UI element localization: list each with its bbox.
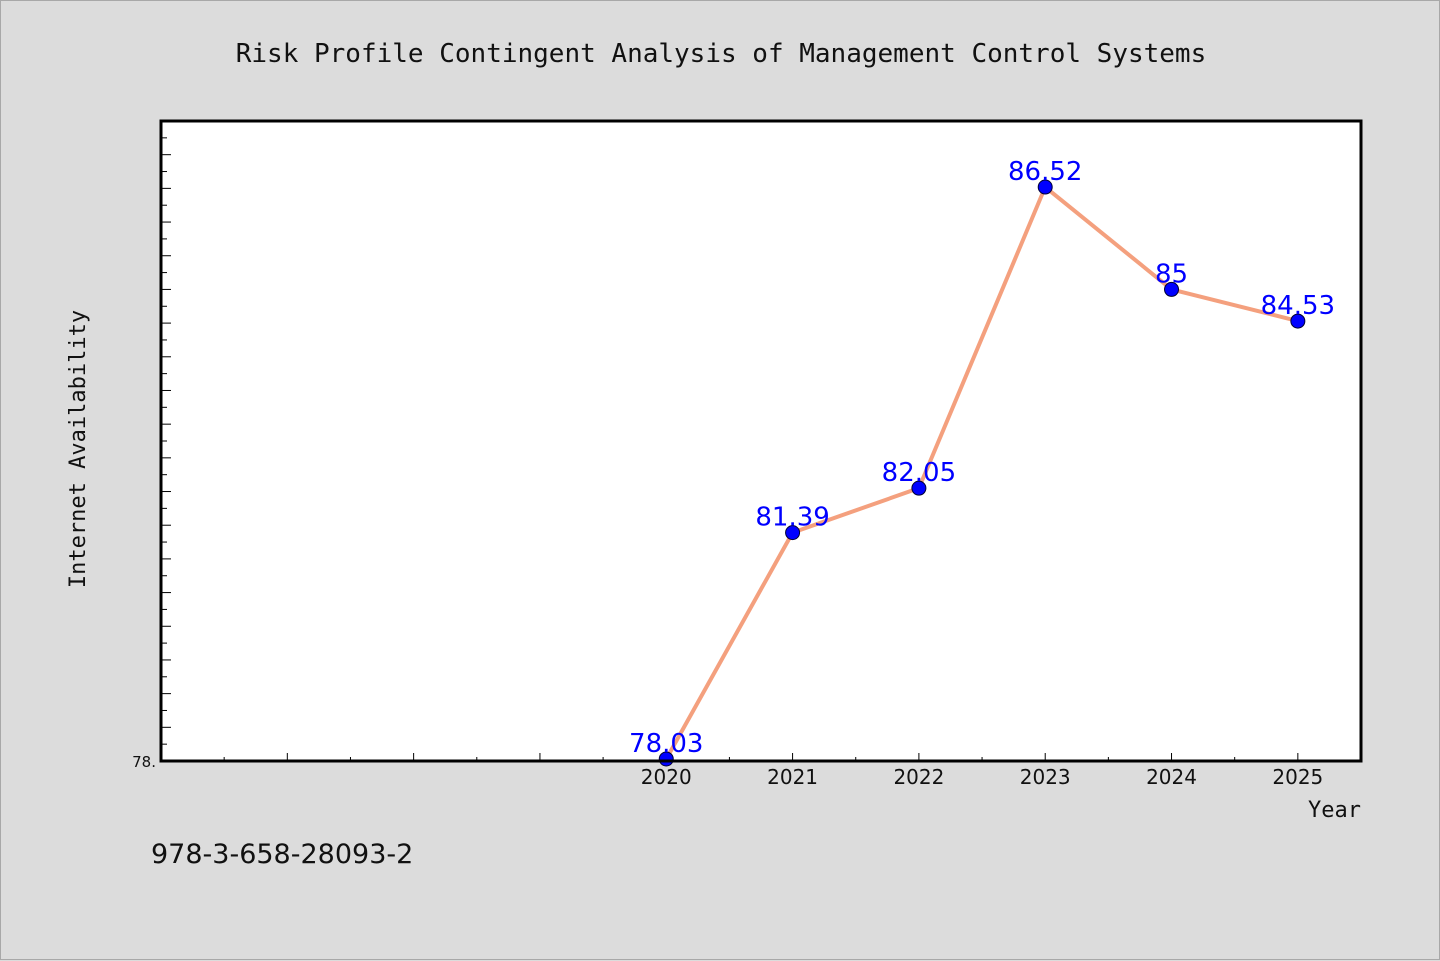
series-line xyxy=(664,185,1300,761)
y-axis-title: Internet Availability xyxy=(66,310,91,588)
data-label: 85 xyxy=(1155,259,1188,289)
y-minor-ticks xyxy=(161,137,171,745)
data-point-marker xyxy=(1037,179,1053,195)
data-point-marker xyxy=(1290,313,1306,329)
isbn-footer: 978-3-658-28093-2 xyxy=(151,839,413,870)
x-tick-label: 2022 xyxy=(893,765,944,789)
data-label: 86.52 xyxy=(1008,157,1082,187)
x-tick-labels: 2020 2021 2022 2023 2024 2025 xyxy=(641,765,1323,789)
x-tick-label: 2020 xyxy=(641,765,692,789)
plot-area xyxy=(161,121,1361,761)
x-axis-title: Year xyxy=(1308,798,1361,823)
x-tick-label: 2024 xyxy=(1146,765,1197,789)
x-tick-label: 2025 xyxy=(1272,765,1323,789)
chart-title: Risk Profile Contingent Analysis of Mana… xyxy=(236,39,1207,69)
x-tick-label: 2023 xyxy=(1020,765,1071,789)
y-tick-label: 78. xyxy=(132,753,156,771)
data-point-marker xyxy=(785,525,801,541)
data-label: 78.03 xyxy=(629,729,703,759)
data-label: 81.39 xyxy=(755,503,829,533)
data-point-marker xyxy=(911,480,927,496)
plot-border xyxy=(159,119,1363,763)
data-label: 84.53 xyxy=(1261,291,1335,321)
x-tick-label: 2021 xyxy=(767,765,818,789)
data-labels: 78.03 81.39 82.05 86.52 85 84.53 xyxy=(629,157,1335,759)
data-label: 82.05 xyxy=(882,458,956,488)
data-point-marker xyxy=(1164,281,1180,297)
